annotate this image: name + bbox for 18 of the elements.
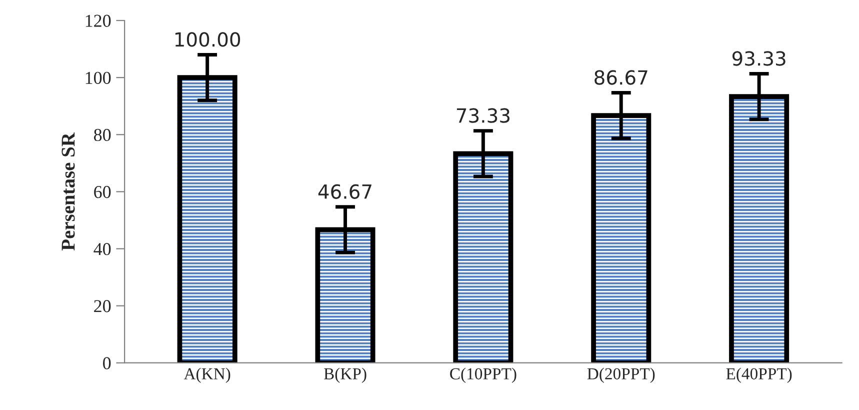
x-tick-label: E(40PPT)	[726, 368, 792, 383]
y-tick-label: 0	[103, 357, 111, 370]
x-tick-label: D(20PPT)	[587, 368, 655, 383]
y-axis-title: Persentase SR	[62, 132, 75, 250]
y-tick-label: 100	[86, 72, 111, 84]
x-tick-label: C(10PPT)	[450, 368, 516, 383]
data-label: 100.00	[175, 32, 240, 47]
y-tick-label: 60	[94, 186, 111, 198]
x-tick-label: B(KP)	[324, 368, 366, 383]
x-tick-label: A(KN)	[184, 368, 230, 383]
data-label: 93.33	[732, 51, 786, 66]
data-label: 86.67	[594, 70, 648, 85]
y-tick-label: 20	[94, 300, 111, 312]
y-tick-label: 120	[86, 14, 111, 27]
data-label: 73.33	[456, 108, 510, 123]
y-tick-label: 40	[94, 242, 111, 256]
y-tick-label: 80	[94, 128, 111, 142]
data-label: 46.67	[318, 184, 372, 199]
